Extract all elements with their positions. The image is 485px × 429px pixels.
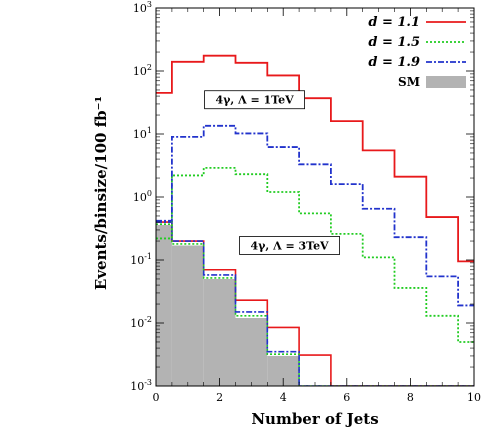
x-axis-title: Number of Jets [251,410,378,428]
legend-label-1: d = 1.5 [368,35,420,50]
annotation-box-1 [239,236,340,255]
y-tick-label-4: 101 [133,126,152,141]
sm-bar-3 [235,318,268,386]
x-tick-label-4: 8 [407,391,414,404]
y-tick-label-1: 10-2 [130,315,152,330]
annotation-text-1: 4γ, Λ = 3TeV [251,239,330,252]
x-tick-label-0: 0 [153,391,160,404]
x-tick-label-3: 6 [343,391,350,404]
y-tick-label-0: 10-3 [130,378,152,393]
series-group [156,54,474,386]
y-tick-label-2: 10-1 [130,252,152,267]
y-axis-title: Events/binsize/100 fb⁻¹ [92,96,110,290]
axes-layer: 0 2 4 6 8 10 10-3 10-2 10-1 100 101 102 103 [130,0,481,404]
y-tick-label-3: 100 [133,189,152,204]
sm-bar-2 [203,278,236,386]
annotation-text-0: 4γ, Λ = 1TeV [216,94,295,107]
low-lambda-curve-1 [156,223,474,386]
series-layer [156,54,474,386]
sm-bar-1 [171,245,204,386]
y-tick-label-5: 102 [133,63,152,78]
y-tick-label-6: 103 [133,0,152,15]
x-tick-label-2: 4 [280,391,287,404]
x-tick-label-5: 10 [467,391,481,404]
legend-swatch-3 [426,76,466,88]
legend: d = 1.1 d = 1.5 d = 1.9 SM [368,15,466,89]
low-lambda-curve-2 [156,221,474,386]
legend-label-3: SM [398,75,420,89]
annotations: 4γ, Λ = 1TeV 4γ, Λ = 3TeV [204,90,340,255]
legend-label-2: d = 1.9 [368,55,420,70]
sm-bar-0 [156,224,172,386]
x-tick-label-1: 2 [216,391,223,404]
annotation-box-0 [204,90,305,110]
legend-label-0: d = 1.1 [368,15,420,30]
series-line-0 [156,54,474,263]
series-line-2 [156,124,474,307]
